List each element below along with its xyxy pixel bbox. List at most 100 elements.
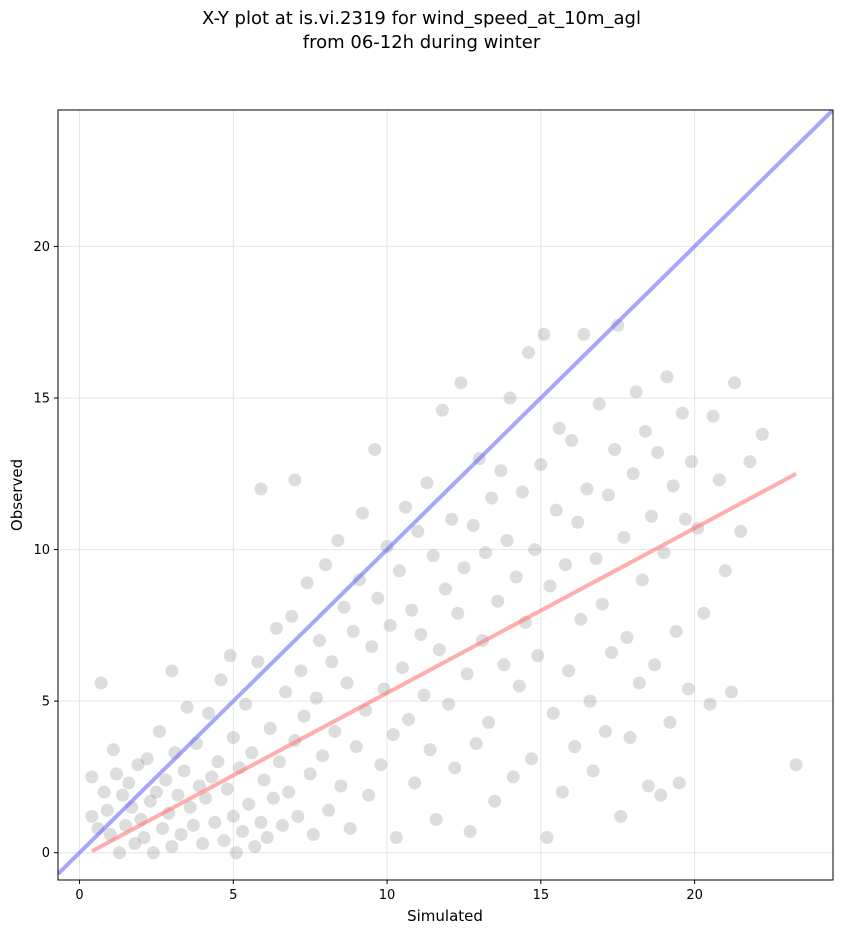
data-point <box>601 488 615 502</box>
data-point <box>263 721 277 735</box>
data-point <box>146 846 160 860</box>
data-point <box>328 724 342 738</box>
data-point <box>122 776 136 790</box>
data-point <box>343 821 357 835</box>
data-point <box>605 646 619 660</box>
data-point <box>482 715 496 729</box>
data-point <box>617 530 631 544</box>
y-axis-label: Observed <box>8 459 26 531</box>
data-point <box>663 715 677 729</box>
data-point <box>395 661 409 675</box>
data-point <box>466 518 480 532</box>
data-point <box>294 664 308 678</box>
identity-line <box>58 110 833 876</box>
data-point <box>525 752 539 766</box>
data-point <box>236 824 250 838</box>
data-point <box>522 346 536 360</box>
data-point <box>140 752 154 766</box>
data-point <box>414 627 428 641</box>
data-point <box>174 828 188 842</box>
data-point <box>408 776 422 790</box>
axis-ticks: 0 5 10 15 20 0 5 10 15 20 <box>33 240 702 903</box>
data-point <box>177 764 191 778</box>
data-point <box>669 624 683 638</box>
data-point <box>728 376 742 390</box>
data-point <box>276 818 290 832</box>
data-point <box>128 837 142 851</box>
data-point <box>386 727 400 741</box>
data-point <box>657 546 671 560</box>
data-point <box>595 597 609 611</box>
data-point <box>285 609 299 623</box>
data-point <box>137 831 151 845</box>
data-point <box>645 509 659 523</box>
data-point <box>629 385 643 399</box>
data-point <box>380 540 394 554</box>
x-axis-label: Simulated <box>407 907 483 925</box>
plot-frame <box>57 109 834 881</box>
data-point <box>368 443 382 457</box>
data-point <box>85 809 99 823</box>
data-point <box>322 803 336 817</box>
data-point <box>279 685 293 699</box>
data-point <box>315 749 329 763</box>
x-tick-label: 20 <box>686 888 703 903</box>
data-point <box>632 676 646 690</box>
data-point <box>611 318 625 332</box>
data-point <box>399 500 413 514</box>
data-point <box>300 576 314 590</box>
data-point <box>355 506 369 520</box>
data-point <box>503 391 517 405</box>
data-point <box>451 606 465 620</box>
data-point <box>205 770 219 784</box>
data-point <box>494 464 508 478</box>
data-point <box>463 824 477 838</box>
data-point <box>196 837 210 851</box>
data-point <box>651 446 665 460</box>
data-point <box>165 664 179 678</box>
data-point <box>543 579 557 593</box>
data-point <box>685 455 699 469</box>
data-point <box>435 403 449 417</box>
data-point <box>555 785 569 799</box>
x-tick-label: 5 <box>229 888 237 903</box>
data-point <box>528 543 542 557</box>
data-point <box>211 755 225 769</box>
data-point <box>789 758 803 772</box>
data-point <box>152 724 166 738</box>
y-tick-label: 0 <box>42 846 50 861</box>
data-point <box>654 788 668 802</box>
data-point <box>340 676 354 690</box>
y-tick-label: 5 <box>42 695 50 710</box>
data-point <box>423 743 437 757</box>
data-point <box>208 815 222 829</box>
data-point <box>485 491 499 505</box>
data-point <box>546 706 560 720</box>
data-point <box>509 570 523 584</box>
data-point <box>417 688 431 702</box>
data-point <box>675 406 689 420</box>
data-point <box>491 594 505 608</box>
data-point <box>119 818 133 832</box>
data-point <box>374 758 388 772</box>
data-point <box>186 818 200 832</box>
data-point <box>432 643 446 657</box>
data-point <box>411 524 425 538</box>
data-point <box>420 476 434 490</box>
data-point <box>706 409 720 423</box>
data-point <box>257 773 271 787</box>
data-point <box>337 600 351 614</box>
data-point <box>156 821 170 835</box>
data-point <box>614 809 628 823</box>
data-point <box>109 767 123 781</box>
data-point <box>583 694 597 708</box>
data-point <box>306 828 320 842</box>
data-point <box>192 779 206 793</box>
data-point <box>442 697 456 711</box>
data-point <box>534 458 548 472</box>
data-point <box>239 697 253 711</box>
data-point <box>331 533 345 547</box>
data-point <box>454 376 468 390</box>
